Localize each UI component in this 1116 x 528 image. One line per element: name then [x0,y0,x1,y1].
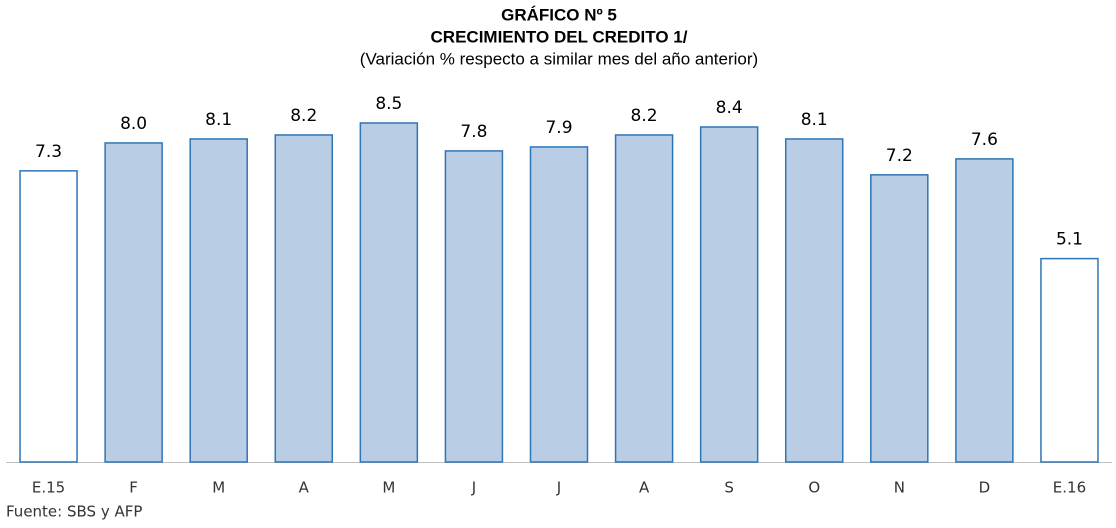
x-tick-label: A [639,479,650,497]
data-label: 8.2 [290,106,317,126]
x-tick-label: M [212,479,225,497]
x-tick-label: N [894,479,905,497]
bar [189,138,248,463]
x-tick-label: S [724,479,734,497]
data-label: 7.8 [460,122,487,142]
chart-title: GRÁFICO Nº 5 [501,5,617,24]
bar [104,142,163,463]
bar [955,158,1014,463]
source-note: Fuente: SBS y AFP [6,503,142,521]
bar [784,138,844,463]
bar [529,146,589,463]
x-tick-label: J [471,479,476,497]
bar [870,174,929,463]
data-label: 8.4 [716,98,743,118]
data-label: 8.0 [120,114,147,134]
x-tick-label: O [808,479,820,497]
data-label: 8.2 [631,106,658,126]
chart-description: (Variación % respecto a similar mes del … [360,49,758,68]
data-label: 8.1 [205,110,232,130]
x-tick-label: J [556,479,561,497]
x-tick-label: M [382,479,395,497]
chart-subtitle: CRECIMIENTO DEL CREDITO 1/ [431,27,688,46]
data-label: 8.5 [375,94,402,114]
bar [1040,257,1099,463]
x-tick-label: E.15 [32,479,65,497]
bar [444,150,504,463]
bar [699,126,759,463]
data-label: 7.6 [971,130,998,150]
bar [614,134,674,463]
data-label: 7.9 [545,118,572,138]
x-tick-label: D [979,479,991,497]
data-label: 7.2 [886,146,913,166]
data-label: 7.3 [35,142,62,162]
data-label: 5.1 [1056,230,1083,250]
bar [19,170,78,463]
bar [359,122,419,463]
x-tick-label: F [129,479,138,497]
x-tick-label: A [299,479,310,497]
x-tick-label: E.16 [1053,479,1086,497]
bar [274,134,334,463]
data-label: 8.1 [801,110,828,130]
